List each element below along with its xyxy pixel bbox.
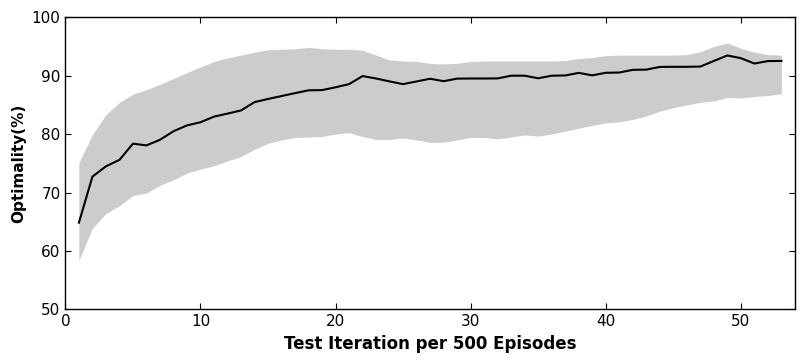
Y-axis label: Optimality(%): Optimality(%): [11, 104, 26, 223]
X-axis label: Test Iteration per 500 Episodes: Test Iteration per 500 Episodes: [284, 335, 576, 353]
